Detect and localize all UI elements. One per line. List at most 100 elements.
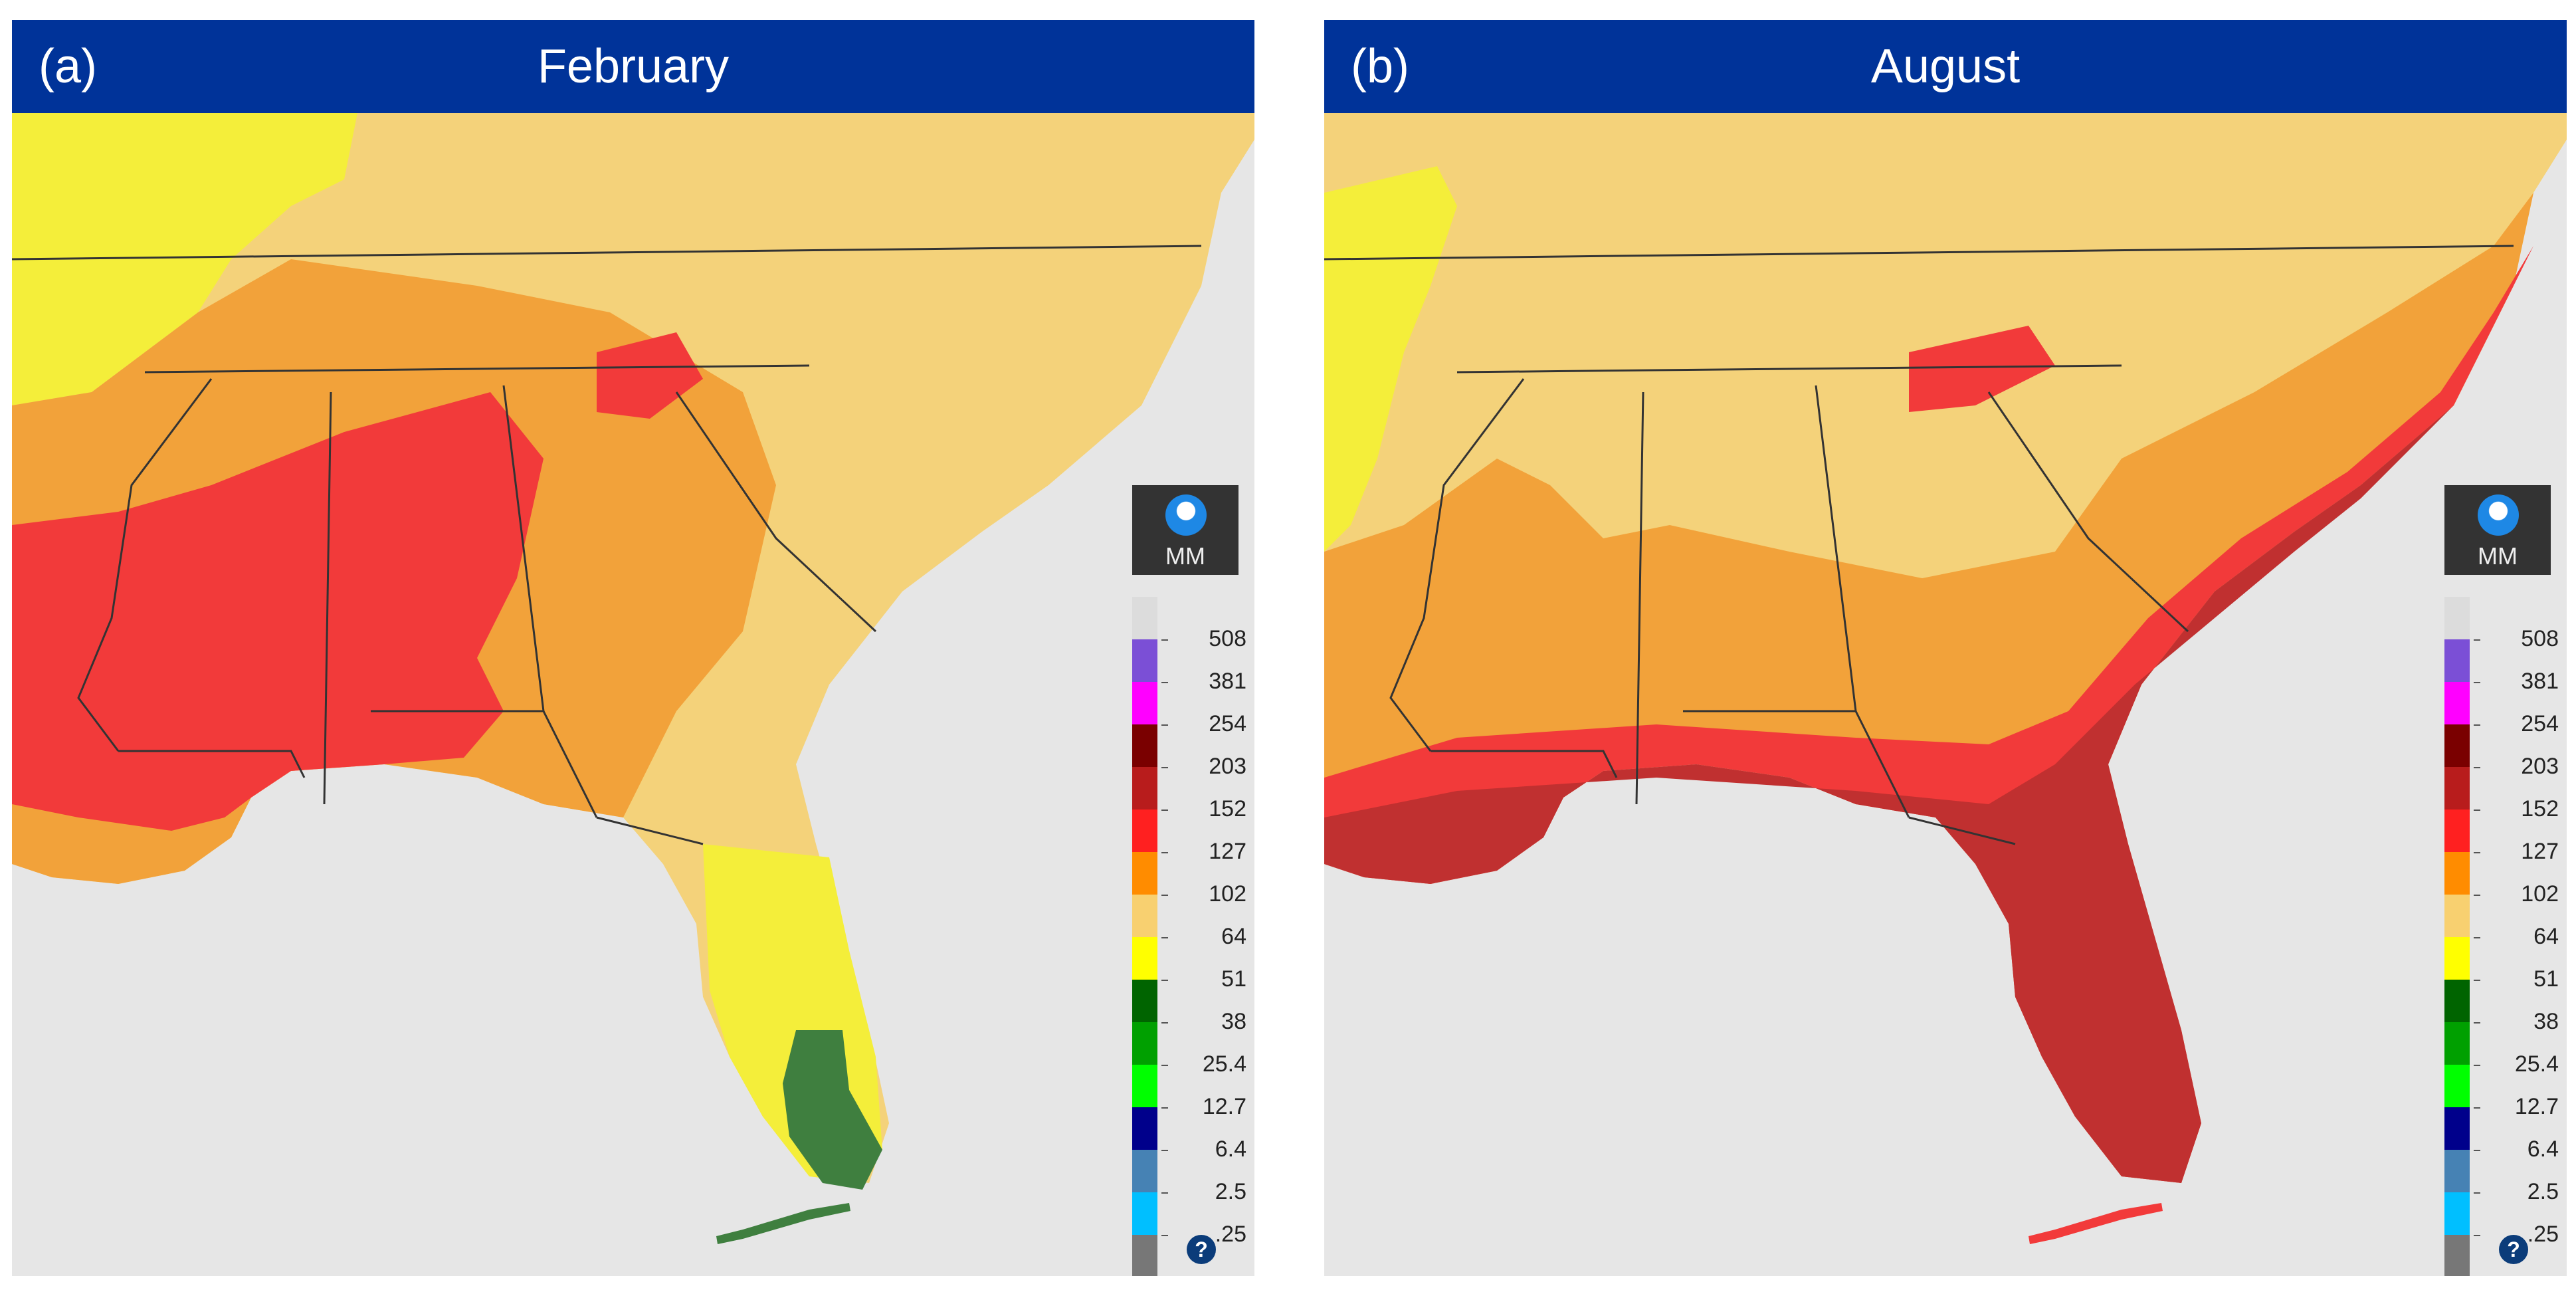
noaa-logo	[2478, 494, 2519, 536]
panel-header: (b) August	[1324, 20, 2567, 113]
state-borders	[12, 245, 1202, 845]
help-icon[interactable]: ?	[2499, 1235, 2528, 1264]
legend-swatch	[1132, 980, 1157, 1022]
legend-swatch	[2444, 852, 2470, 895]
legend-label: 203	[2521, 754, 2559, 779]
legend-swatch	[1132, 639, 1157, 682]
panel-tag: (a)	[39, 40, 97, 93]
legend-label: 25.4	[2514, 1051, 2559, 1077]
panel-august: (b) August	[1324, 20, 2567, 1276]
legend-swatch	[2444, 724, 2470, 767]
legend-swatch	[1132, 1065, 1157, 1107]
map-graphic	[12, 113, 1254, 1276]
legend-swatch	[2444, 639, 2470, 682]
legend-ticks: 508 381 254 203 152 127 102 64 51 38 25.…	[2474, 597, 2559, 1247]
legend-label: 508	[1209, 626, 1246, 651]
legend-label: 381	[1209, 669, 1246, 694]
legend-ticks: 508 381 254 203 152 127 102 64 51 38 25.…	[1161, 597, 1246, 1247]
legend-color-bar	[1132, 597, 1157, 1276]
legend-swatch	[1132, 724, 1157, 767]
legend-swatch	[2444, 1150, 2470, 1192]
legend-label: 51	[1221, 966, 1246, 992]
panel-february: (a) February	[12, 20, 1254, 1276]
legend-label: 152	[1209, 796, 1246, 821]
legend-swatch	[1132, 1150, 1157, 1192]
legend-swatch	[2444, 1235, 2470, 1276]
legend-label: 152	[2521, 796, 2559, 821]
legend-label: 64	[2533, 924, 2559, 949]
legend-swatch	[1132, 1192, 1157, 1235]
legend: MM 508 381	[2432, 485, 2559, 1276]
legend-label: 2.5	[1215, 1179, 1246, 1204]
legend-swatch	[1132, 1022, 1157, 1065]
legend-swatch	[1132, 852, 1157, 895]
legend-label: 127	[1209, 839, 1246, 864]
legend-color-bar	[2444, 597, 2470, 1276]
help-icon[interactable]: ?	[1187, 1235, 1216, 1264]
legend-swatch	[2444, 767, 2470, 810]
legend-label: 102	[2521, 881, 2559, 907]
precipitation-map: MM 508 381	[1324, 113, 2567, 1276]
legend-units: MM	[2478, 542, 2518, 570]
legend-label: 38	[1221, 1009, 1246, 1034]
legend-label: 127	[2521, 839, 2559, 864]
legend-header: MM	[2444, 485, 2551, 575]
legend-label: 51	[2533, 966, 2559, 992]
legend-swatch	[2444, 937, 2470, 980]
legend-label: 6.4	[1215, 1136, 1246, 1162]
legend-label: 64	[1221, 924, 1246, 949]
keys	[716, 1203, 850, 1244]
yellow-west	[1324, 166, 1457, 552]
legend-swatch	[2444, 1192, 2470, 1235]
legend-label: 254	[2521, 711, 2559, 736]
legend-swatch	[1132, 682, 1157, 724]
legend-label: 12.7	[2514, 1094, 2559, 1119]
legend-swatch	[2444, 597, 2470, 639]
panel-title: February	[537, 40, 730, 93]
legend-swatch	[1132, 895, 1157, 937]
precipitation-map: MM 508 381	[12, 113, 1254, 1276]
legend-label: 102	[1209, 881, 1246, 907]
legend-swatch	[1132, 937, 1157, 980]
legend-swatch	[1132, 597, 1157, 639]
darkred-coast	[1324, 405, 2454, 1183]
panel-header: (a) February	[12, 20, 1254, 113]
legend-label: 254	[1209, 711, 1246, 736]
keys	[2029, 1203, 2163, 1244]
legend: MM 508 381	[1120, 485, 1246, 1276]
panel-tag: (b)	[1351, 40, 1409, 93]
map-graphic	[1324, 113, 2567, 1276]
legend-label: 38	[2533, 1009, 2559, 1034]
legend-label: .25	[1215, 1222, 1246, 1247]
legend-swatch	[2444, 1065, 2470, 1107]
legend-label: 2.5	[2527, 1179, 2559, 1204]
red-appalachian	[597, 332, 703, 419]
legend-swatch	[1132, 810, 1157, 852]
legend-header: MM	[1132, 485, 1238, 575]
legend-swatch	[2444, 1022, 2470, 1065]
legend-label: 381	[2521, 669, 2559, 694]
red-appalachian	[1909, 326, 2055, 412]
legend-swatch	[2444, 810, 2470, 852]
legend-label: 25.4	[1202, 1051, 1246, 1077]
legend-swatch	[2444, 895, 2470, 937]
legend-label: 6.4	[2527, 1136, 2559, 1162]
state-borders	[1324, 245, 2514, 845]
legend-swatch	[1132, 767, 1157, 810]
legend-swatch	[1132, 1107, 1157, 1150]
legend-label: 203	[1209, 754, 1246, 779]
panel-title: August	[1870, 40, 2021, 93]
legend-swatch	[2444, 1107, 2470, 1150]
legend-swatch	[2444, 980, 2470, 1022]
legend-label: .25	[2527, 1222, 2559, 1247]
legend-swatch	[1132, 1235, 1157, 1276]
legend-label: 12.7	[1202, 1094, 1246, 1119]
florida-green	[783, 1030, 882, 1190]
orange-band	[1324, 193, 2533, 778]
red-region	[12, 392, 544, 831]
noaa-logo	[1165, 494, 1207, 536]
legend-label: 508	[2521, 626, 2559, 651]
yellow-nw	[12, 113, 357, 405]
legend-swatch	[2444, 682, 2470, 724]
legend-units: MM	[1165, 542, 1205, 570]
